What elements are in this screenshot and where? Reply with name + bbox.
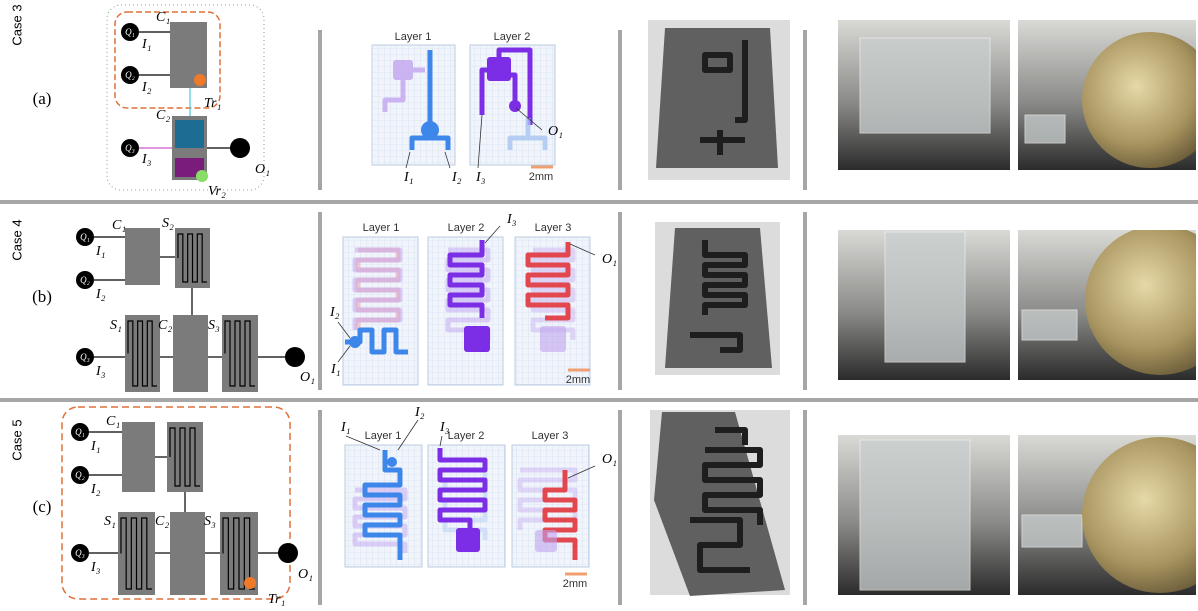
label: I₂ [451, 170, 462, 185]
label: Layer 1 [363, 222, 400, 234]
serpentine [170, 428, 200, 486]
label: I₁ [141, 37, 152, 52]
serpentine [178, 234, 207, 282]
chamber-3d [540, 326, 566, 352]
node [421, 121, 439, 139]
node [196, 170, 208, 182]
label: 2mm [529, 171, 553, 183]
channel [355, 250, 400, 330]
label: I₁ [403, 170, 414, 185]
label: S₂ [162, 216, 174, 231]
chamber [173, 315, 208, 392]
label: I₃ [506, 212, 517, 227]
label: I₃ [439, 420, 450, 435]
serpentine [225, 321, 255, 386]
label: O₁ [602, 452, 617, 467]
label: Q₁ [80, 232, 90, 242]
label: I₁ [330, 362, 341, 377]
node [349, 336, 361, 348]
label: Layer 3 [535, 222, 572, 234]
label: C₂ [156, 108, 170, 123]
label: Q₃ [125, 143, 135, 153]
label: (a) [33, 89, 52, 108]
photo-chip [860, 38, 990, 133]
label: I₁ [95, 244, 106, 259]
label: Layer 3 [532, 430, 569, 442]
label: Layer 1 [395, 31, 432, 43]
label: Case 3 [9, 4, 24, 45]
label: I₃ [475, 170, 486, 185]
label: Layer 2 [448, 430, 485, 442]
label: I₁ [340, 420, 351, 435]
label: Layer 2 [494, 31, 531, 43]
fluid-a [175, 120, 204, 148]
chamber-3d [464, 326, 490, 352]
label: Layer 2 [448, 222, 485, 234]
label: O₁ [300, 370, 315, 385]
chamber [125, 228, 160, 285]
label: C₁ [112, 218, 126, 233]
label: 2mm [563, 578, 587, 590]
label: I₂ [90, 482, 101, 497]
label: Q₁ [125, 27, 135, 37]
label: Tr₁ [204, 96, 221, 111]
label: O₁ [602, 252, 617, 267]
chamber-3d [456, 528, 480, 552]
label: I₂ [141, 80, 152, 95]
photo-chip [1025, 115, 1065, 143]
label: S₁ [104, 514, 116, 529]
node [244, 577, 256, 589]
node [194, 74, 206, 86]
label: C₁ [106, 414, 120, 429]
label: Q₂ [75, 470, 85, 480]
serpentine [128, 321, 157, 386]
label: O₁ [298, 567, 313, 582]
label: Q₁ [75, 427, 85, 437]
label: Tr₁ [268, 592, 285, 607]
label: C₂ [155, 514, 169, 529]
photo-chip [1022, 310, 1077, 340]
label: O₁ [548, 124, 563, 139]
label: I₃ [90, 560, 101, 575]
chamber-3d [487, 57, 511, 81]
serpentine [121, 518, 152, 589]
label: Case 5 [9, 419, 24, 460]
node [387, 457, 397, 467]
label: 2mm [566, 374, 590, 386]
label: O₁ [255, 162, 270, 177]
label: I₃ [141, 152, 152, 167]
node [285, 347, 305, 367]
label: Case 4 [9, 219, 24, 260]
label: I₂ [95, 287, 106, 302]
label: S₃ [208, 318, 220, 333]
photo-chip [885, 232, 965, 362]
label: S₁ [110, 318, 122, 333]
label: (b) [32, 287, 52, 306]
label: (c) [33, 497, 52, 516]
label: Q₂ [125, 70, 135, 80]
chamber-3d [393, 60, 413, 80]
label: S₃ [204, 514, 216, 529]
chamber-3d [535, 530, 557, 552]
label: I₂ [414, 405, 425, 420]
photo-chip [860, 440, 970, 590]
photo-chip [1022, 515, 1082, 547]
label: C₁ [156, 10, 170, 25]
label: Q₃ [80, 352, 90, 362]
label: Q₃ [75, 548, 85, 558]
label: Layer 1 [365, 430, 402, 442]
label: Vr₂ [208, 184, 226, 199]
label: Q₂ [80, 275, 90, 285]
chamber [170, 512, 205, 595]
label: C₂ [158, 318, 172, 333]
label: I₁ [90, 439, 101, 454]
chamber [122, 422, 155, 492]
figure: Case 3 (a) Q₁ I₁ C₁ Q₂ I₂ Tr₁ C₂ Q₃ I₃ O₁ Vr₂ Layer 1… [0, 0, 1198, 611]
node [278, 543, 298, 563]
node [230, 138, 250, 158]
label: I₃ [95, 364, 106, 379]
label: I₂ [329, 305, 340, 320]
